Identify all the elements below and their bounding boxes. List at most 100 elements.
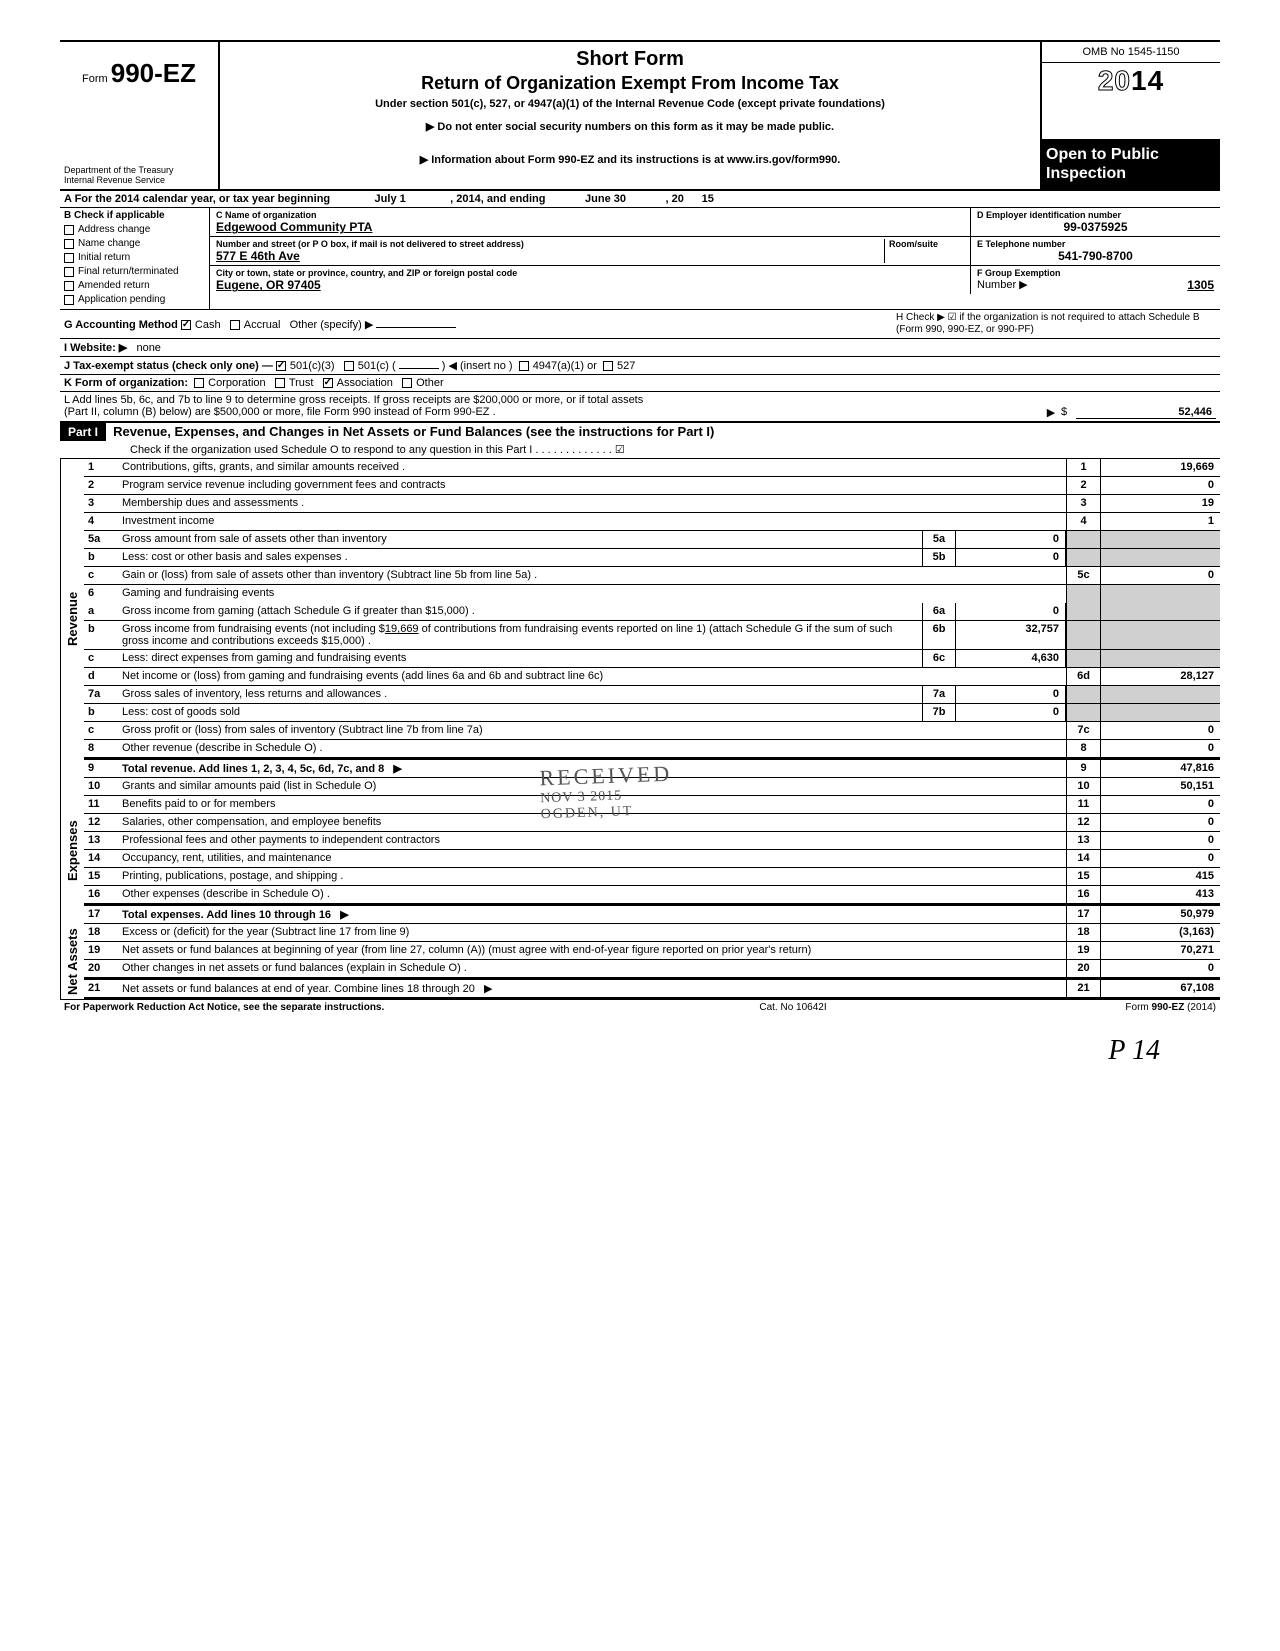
department-box: Department of the Treasury Internal Reve… [60,139,220,189]
line4-amt[interactable]: 1 [1100,513,1220,530]
city-label: City or town, state or province, country… [216,268,964,278]
chk-address-change[interactable]: Address change [64,223,205,237]
line15-amt[interactable]: 415 [1100,868,1220,885]
year-box: OMB No 1545-1150 2014 [1040,42,1220,139]
row-a-label: A For the 2014 calendar year, or tax yea… [64,193,330,205]
row-a-end[interactable]: June 30 [546,193,666,205]
group-exemption-value[interactable]: 1305 [1028,278,1214,292]
dept-irs: Internal Revenue Service [64,175,214,185]
tax-year: 2014 [1042,63,1220,99]
line6b-mid[interactable]: 32,757 [956,621,1066,649]
chk-name-change[interactable]: Name change [64,237,205,251]
row-l-text2: (Part II, column (B) below) are $500,000… [64,406,1041,419]
chk-initial-return[interactable]: Initial return [64,251,205,265]
row-i-label: I Website: ▶ [64,342,127,354]
line10-amt[interactable]: 50,151 [1100,778,1220,795]
line10-desc: Grants and similar amounts paid (list in… [118,778,1066,795]
chk-accrual[interactable] [230,320,240,330]
phone-value[interactable]: 541-790-8700 [977,249,1214,263]
527-label: 527 [617,360,635,372]
row-a-begin[interactable]: July 1 [330,193,450,205]
city-value[interactable]: Eugene, OR 97405 [216,278,964,292]
chk-4947[interactable] [519,361,529,371]
line20-amt[interactable]: 0 [1100,960,1220,977]
line11-amt[interactable]: 0 [1100,796,1220,813]
line20-desc: Other changes in net assets or fund bala… [118,960,1066,977]
info-box: ▶ Information about Form 990-EZ and its … [220,139,1040,189]
chk-501c[interactable] [344,361,354,371]
chk-cash[interactable] [181,320,191,330]
org-name-label: C Name of organization [216,210,964,220]
line15-desc: Printing, publications, postage, and shi… [118,868,1066,885]
line6d-amt[interactable]: 28,127 [1100,668,1220,685]
row-l-text1: L Add lines 5b, 6c, and 7b to line 9 to … [64,394,1216,406]
side-revenue: Revenue [60,459,84,778]
line3-amt[interactable]: 19 [1100,495,1220,512]
footer-right: Form 990-EZ (2014) [1036,1002,1216,1013]
line8-amt[interactable]: 0 [1100,740,1220,757]
chk-corporation[interactable] [194,378,204,388]
line7a-mid[interactable]: 0 [956,686,1066,703]
section-b-header: B Check if applicable [64,210,205,221]
ein-value[interactable]: 99-0375925 [977,220,1214,234]
form-prefix: Form [82,73,108,85]
cash-label: Cash [195,319,221,331]
line5c-amt[interactable]: 0 [1100,567,1220,584]
line16-desc: Other expenses (describe in Schedule O) … [118,886,1066,903]
line2-amt[interactable]: 0 [1100,477,1220,494]
line5a-desc: Gross amount from sale of assets other t… [118,531,922,548]
other-specify-field[interactable] [376,327,456,328]
4947-label: 4947(a)(1) or [533,360,597,372]
line21-desc: Net assets or fund balances at end of ye… [118,980,1066,997]
row-a: A For the 2014 calendar year, or tax yea… [60,191,1220,208]
website-value[interactable]: none [136,342,160,354]
part1-label: Part I [60,423,106,441]
line21-amt[interactable]: 67,108 [1100,980,1220,997]
org-name[interactable]: Edgewood Community PTA [216,220,964,234]
line7c-amt[interactable]: 0 [1100,722,1220,739]
chk-trust[interactable] [275,378,285,388]
line3-desc: Membership dues and assessments . [118,495,1066,512]
chk-amended-return[interactable]: Amended return [64,279,205,293]
group-exemption-num-label: Number ▶ [977,278,1028,292]
line19-desc: Net assets or fund balances at beginning… [118,942,1066,959]
open-to-public: Open to Public Inspection [1042,139,1220,189]
group-exemption-label: F Group Exemption [977,268,1214,278]
line7b-mid[interactable]: 0 [956,704,1066,721]
street-value[interactable]: 577 E 46th Ave [216,249,884,263]
part1-sub: Check if the organization used Schedule … [60,441,1220,458]
line18-amt[interactable]: (3,163) [1100,924,1220,941]
line12-amt[interactable]: 0 [1100,814,1220,831]
other-org-label: Other [416,377,444,389]
line6c-mid[interactable]: 4,630 [956,650,1066,667]
line14-amt[interactable]: 0 [1100,850,1220,867]
line16-amt[interactable]: 413 [1100,886,1220,903]
row-a-yr-suffix: , 20 [666,193,684,205]
line5a-mid[interactable]: 0 [956,531,1066,548]
line6a-mid[interactable]: 0 [956,603,1066,620]
line19-amt[interactable]: 70,271 [1100,942,1220,959]
row-k-label: K Form of organization: [64,377,188,389]
gross-receipts-value[interactable]: 52,446 [1076,406,1216,419]
chk-application-pending[interactable]: Application pending [64,293,205,307]
phone-label: E Telephone number [977,239,1214,249]
chk-501c3[interactable] [276,361,286,371]
chk-association[interactable] [323,378,333,388]
line7b-desc: Less: cost of goods sold [118,704,922,721]
line17-amt[interactable]: 50,979 [1100,906,1220,923]
line7c-desc: Gross profit or (loss) from sales of inv… [118,722,1066,739]
line6b-contrib[interactable]: 19,669 [385,623,419,635]
line13-amt[interactable]: 0 [1100,832,1220,849]
row-a-yr[interactable]: 15 [684,193,714,205]
line5b-mid[interactable]: 0 [956,549,1066,566]
line18-desc: Excess or (deficit) for the year (Subtra… [118,924,1066,941]
line1-amt[interactable]: 19,669 [1100,459,1220,476]
insert-no-label: ) ◀ (insert no ) [442,360,513,372]
chk-final-return[interactable]: Final return/terminated [64,265,205,279]
501c-insert[interactable] [399,368,439,369]
line6d-desc: Net income or (loss) from gaming and fun… [118,668,1066,685]
line13-desc: Professional fees and other payments to … [118,832,1066,849]
line9-amt[interactable]: 47,816 [1100,760,1220,777]
chk-other-org[interactable] [402,378,412,388]
chk-527[interactable] [603,361,613,371]
